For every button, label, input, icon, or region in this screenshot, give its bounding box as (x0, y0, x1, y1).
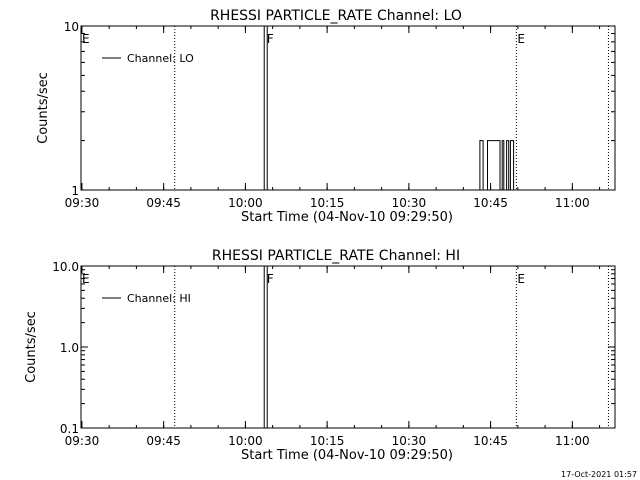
x-tick-label: 11:00 (555, 196, 590, 210)
x-tick-label: 11:00 (555, 434, 590, 448)
marker-label: E (517, 272, 525, 286)
x-axis-label-0: Start Time (04-Nov-10 09:29:50) (241, 210, 453, 225)
x-tick-label: 09:45 (146, 434, 181, 448)
plot-frame-0 (80, 25, 616, 191)
y-tick-label: 10.0 (52, 260, 79, 274)
y-tick-label: 1 (71, 184, 79, 198)
x-tick-label: 09:30 (65, 434, 100, 448)
marker-label: E (82, 272, 90, 286)
x-tick-label: 10:00 (228, 196, 263, 210)
footer-timestamp: 17-Oct-2021 01:57 (561, 470, 637, 479)
x-tick-label: 09:45 (146, 196, 181, 210)
x-tick-label: 10:00 (228, 434, 263, 448)
x-tick-label: 09:30 (65, 196, 100, 210)
marker-label: F (267, 32, 274, 46)
x-tick-label: 10:30 (392, 434, 427, 448)
y-tick-label: 1.0 (60, 341, 79, 355)
marker-label: F (267, 272, 274, 286)
legend-label-1: Channel: HI (127, 292, 191, 305)
series-line-0-0 (479, 140, 515, 191)
legend-label-0: Channel: LO (127, 52, 194, 65)
chart-title-1: RHESSI PARTICLE_RATE Channel: HI (212, 248, 460, 264)
x-tick-label: 10:45 (473, 434, 508, 448)
plot-frame-1 (80, 265, 616, 429)
y-tick-label: 10 (64, 20, 79, 34)
y-axis-label-0: Counts/sec (36, 72, 51, 144)
marker-label: E (517, 32, 525, 46)
marker-label: E (82, 32, 90, 46)
x-axis-label-1: Start Time (04-Nov-10 09:29:50) (241, 448, 453, 463)
x-tick-label: 10:15 (310, 434, 345, 448)
x-tick-label: 10:30 (392, 196, 427, 210)
y-axis-label-1: Counts/sec (24, 311, 39, 383)
y-tick-label: 0.1 (60, 422, 79, 436)
x-tick-label: 10:45 (473, 196, 508, 210)
x-tick-label: 10:15 (310, 196, 345, 210)
chart-title-0: RHESSI PARTICLE_RATE Channel: LO (210, 8, 462, 24)
